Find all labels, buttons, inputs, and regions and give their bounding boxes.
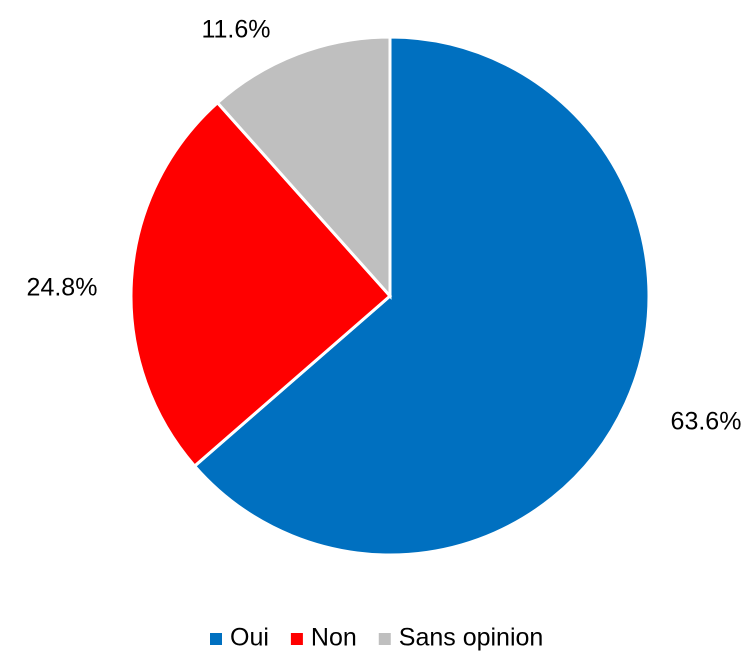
legend-item-oui: Oui bbox=[210, 624, 269, 652]
legend-swatch-sans-opinion bbox=[378, 633, 391, 645]
chart-legend: Oui Non Sans opinion bbox=[210, 624, 543, 652]
legend-swatch-non bbox=[290, 633, 303, 645]
legend-item-non: Non bbox=[290, 624, 357, 652]
pie-data-labels: 63.6% 24.8% 11.6% bbox=[27, 16, 742, 436]
data-label-oui: 63.6% bbox=[671, 408, 742, 436]
pie-slice-sans-opinion bbox=[215, 35, 392, 300]
pie-slices bbox=[129, 35, 651, 557]
legend-label-non: Non bbox=[311, 624, 357, 652]
legend-label-oui: Oui bbox=[230, 624, 269, 652]
legend-label-sans-opinion: Sans opinion bbox=[399, 624, 544, 652]
pie-slice-non bbox=[129, 100, 393, 469]
data-label-non: 24.8% bbox=[27, 274, 98, 302]
legend-swatch-oui bbox=[210, 633, 222, 645]
legend-item-sans-opinion: Sans opinion bbox=[378, 624, 544, 652]
pie-slice-oui bbox=[192, 35, 651, 557]
data-label-sans-opinion: 11.6% bbox=[201, 16, 270, 44]
